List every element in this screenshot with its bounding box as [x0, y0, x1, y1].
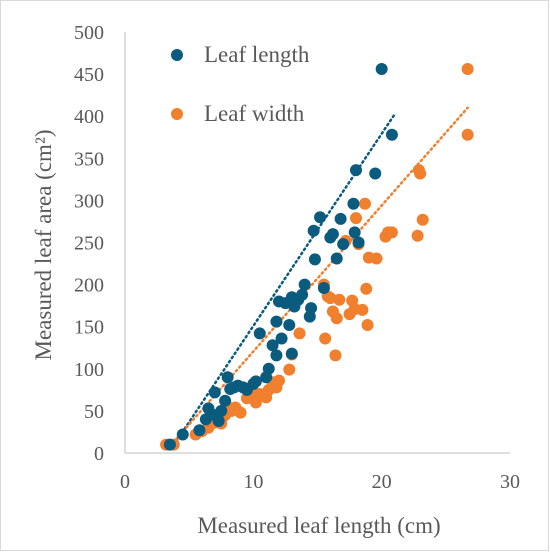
data-point-leaf-length: [266, 339, 279, 352]
data-point-leaf-width: [370, 252, 383, 265]
data-point-leaf-length: [270, 349, 283, 362]
data-point-leaf-length: [253, 327, 266, 340]
data-point-leaf-width: [361, 319, 374, 332]
x-tick-label: 30: [500, 471, 520, 493]
data-point-leaf-length: [326, 228, 339, 241]
y-tick-label: 100: [74, 359, 104, 381]
data-point-leaf-width: [360, 282, 373, 295]
data-point-leaf-width: [461, 63, 474, 76]
data-point-leaf-length: [283, 319, 296, 332]
data-point-leaf-length: [298, 278, 311, 291]
y-tick-label: 300: [74, 190, 104, 212]
data-point-leaf-length: [385, 128, 398, 141]
legend-label-leaf-width: Leaf width: [204, 101, 305, 126]
data-point-leaf-length: [285, 347, 298, 360]
data-point-leaf-width: [234, 406, 247, 419]
data-points: [160, 63, 474, 451]
data-point-leaf-width: [293, 327, 306, 340]
data-point-leaf-length: [199, 413, 212, 426]
data-point-leaf-width: [350, 212, 362, 225]
data-point-leaf-width: [330, 312, 343, 325]
data-point-leaf-width: [319, 332, 332, 345]
data-point-leaf-length: [305, 302, 318, 315]
y-tick-label: 0: [94, 443, 104, 465]
data-point-leaf-width: [324, 292, 337, 305]
y-tick-label: 200: [74, 275, 104, 297]
x-axis-ticks: 0 10 20 30: [120, 471, 520, 493]
y-tick-label: 50: [84, 401, 104, 423]
legend-marker-leaf-length: [171, 49, 183, 61]
data-point-leaf-length: [262, 362, 275, 375]
data-point-leaf-width: [273, 374, 285, 387]
data-point-leaf-length: [334, 212, 347, 225]
data-point-leaf-length: [375, 63, 388, 76]
data-point-leaf-length: [330, 252, 343, 265]
data-point-leaf-length: [163, 438, 176, 451]
y-tick-label: 350: [74, 148, 104, 170]
data-point-leaf-length: [221, 371, 234, 384]
data-point-leaf-length: [369, 167, 382, 180]
data-point-leaf-width: [333, 293, 346, 306]
data-point-leaf-length: [270, 315, 283, 328]
data-point-leaf-length: [249, 375, 262, 388]
data-point-leaf-length: [215, 404, 228, 417]
data-point-leaf-width: [411, 229, 424, 242]
data-point-leaf-length: [308, 253, 321, 266]
data-point-leaf-width: [461, 128, 474, 141]
data-point-leaf-length: [337, 238, 350, 251]
data-point-leaf-length: [193, 424, 206, 437]
legend-label-leaf-length: Leaf length: [204, 42, 310, 67]
data-point-leaf-length: [176, 428, 189, 441]
data-point-leaf-length: [275, 332, 288, 345]
data-point-leaf-width: [358, 197, 371, 210]
data-point-leaf-width: [414, 167, 427, 180]
y-axis-title: Measured leaf area (cm²): [31, 130, 56, 361]
data-point-leaf-length: [219, 394, 232, 407]
y-tick-label: 250: [74, 233, 104, 255]
data-point-leaf-width: [356, 303, 369, 316]
data-point-leaf-length: [296, 288, 309, 301]
x-axis-title: Measured leaf length (cm): [197, 513, 440, 538]
data-point-leaf-width: [416, 213, 429, 226]
legend-marker-leaf-width: [171, 108, 183, 120]
data-point-leaf-length: [314, 211, 327, 224]
y-tick-label: 450: [74, 64, 104, 86]
legend: Leaf length Leaf width: [171, 42, 310, 126]
y-tick-label: 400: [74, 106, 104, 128]
x-tick-label: 20: [372, 471, 392, 493]
data-point-leaf-width: [385, 226, 398, 239]
data-point-leaf-length: [208, 386, 221, 399]
data-point-leaf-length: [352, 236, 365, 249]
data-point-leaf-length: [307, 224, 320, 237]
y-tick-label: 150: [74, 317, 104, 339]
data-point-leaf-width: [329, 349, 342, 362]
data-point-leaf-length: [212, 415, 225, 428]
x-tick-label: 10: [243, 471, 263, 493]
data-point-leaf-length: [317, 281, 330, 294]
y-axis-ticks: 0 50 100 150 200 250 300 350 400 450 500: [74, 22, 104, 465]
data-point-leaf-length: [348, 226, 361, 239]
y-tick-label: 500: [74, 22, 104, 44]
data-point-leaf-length: [350, 164, 362, 177]
data-point-leaf-width: [283, 363, 296, 376]
x-tick-label: 0: [120, 471, 130, 493]
data-point-leaf-length: [347, 197, 360, 210]
